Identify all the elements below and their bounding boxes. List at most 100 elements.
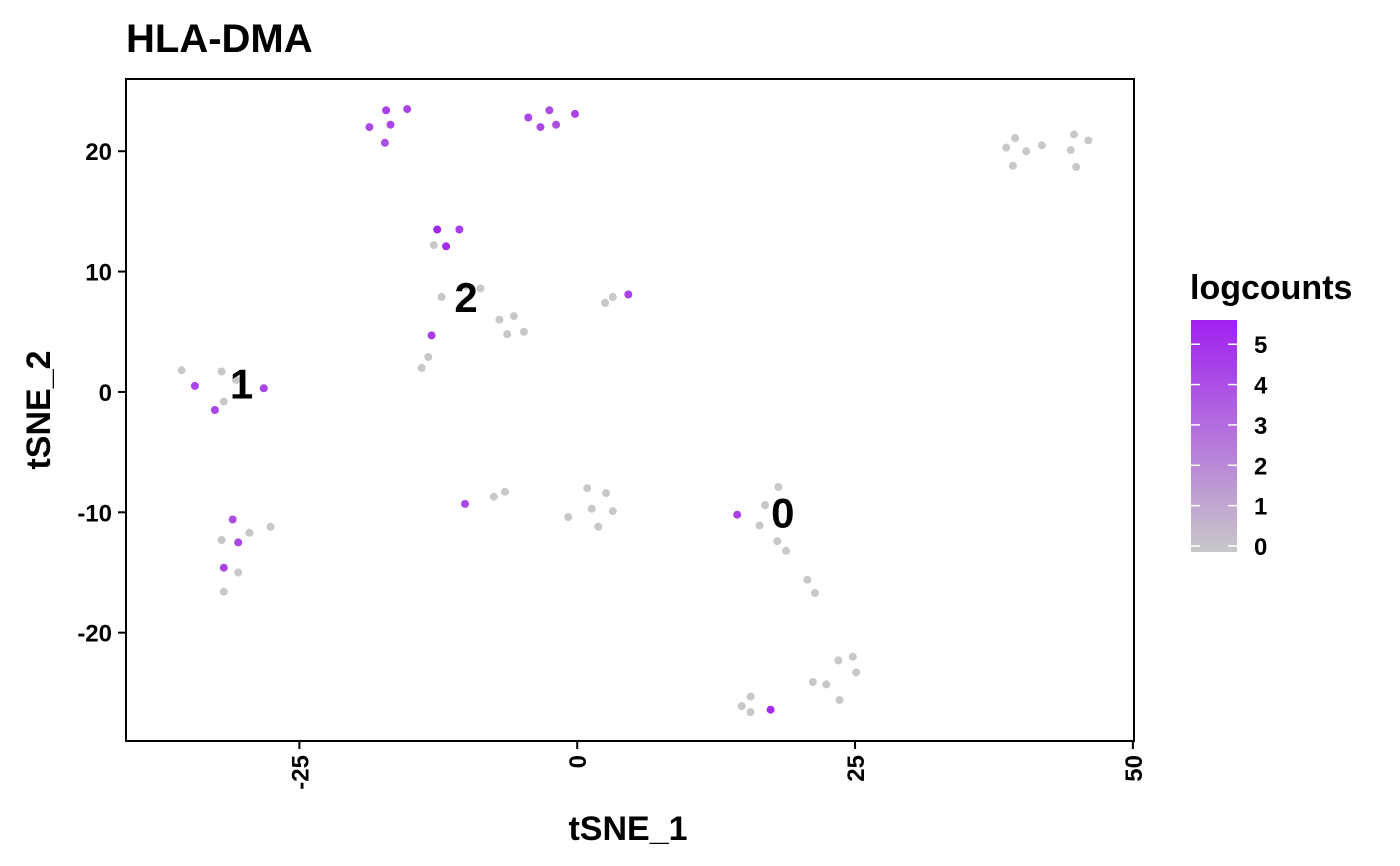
legend-tick-label: 0: [1254, 534, 1267, 561]
cluster-label: 0: [771, 489, 794, 536]
y-axis: -20 -10 0 10 20: [77, 139, 126, 648]
data-point: [501, 487, 509, 496]
data-point: [808, 678, 817, 686]
chart-title: HLA-DMA: [126, 17, 313, 61]
data-point: [1002, 143, 1011, 152]
legend-tick-label: 1: [1254, 494, 1267, 521]
data-point: [509, 312, 518, 321]
data-point: [1070, 130, 1078, 139]
data-point: [429, 241, 438, 250]
data-point: [403, 105, 412, 114]
data-point: [1022, 147, 1031, 156]
data-point: [219, 397, 228, 406]
data-point: [245, 528, 254, 537]
x-axis-title: tSNE_1: [568, 810, 687, 848]
x-tick-label: 25: [843, 755, 870, 782]
data-point: [424, 353, 433, 361]
data-point: [259, 384, 268, 393]
data-point: [217, 367, 226, 376]
data-point: [834, 656, 843, 665]
legend-tick-label: 2: [1254, 453, 1267, 480]
data-point: [232, 375, 240, 384]
data-point: [773, 537, 782, 546]
data-point: [476, 284, 485, 293]
data-point: [624, 290, 633, 299]
data-point: [190, 381, 199, 390]
data-point: [746, 708, 755, 717]
data-point: [811, 589, 819, 597]
data-point: [782, 546, 791, 555]
plot-panel: [125, 78, 1135, 742]
data-point: [495, 315, 504, 324]
data-point: [602, 489, 611, 498]
data-point: [746, 692, 755, 701]
data-point: [365, 123, 374, 132]
data-point: [594, 522, 603, 531]
data-point: [386, 120, 395, 129]
data-point: [583, 484, 592, 493]
data-point: [601, 298, 609, 307]
data-point: [1072, 162, 1081, 171]
data-point: [545, 106, 554, 115]
data-point: [442, 242, 451, 251]
data-point: [427, 331, 436, 340]
points-layer: [177, 105, 1093, 717]
data-point: [755, 521, 764, 530]
data-point: [519, 327, 528, 336]
cluster-label: 1: [230, 361, 253, 408]
data-point: [461, 499, 469, 508]
data-point: [266, 522, 275, 531]
data-point: [761, 501, 769, 510]
data-point: [587, 504, 596, 513]
legend: logcounts 0 1 2 3 4 5: [1190, 269, 1352, 561]
cluster-label: 2: [454, 274, 477, 321]
data-point: [835, 696, 844, 705]
data-point: [455, 225, 464, 234]
legend-ticks: 0 1 2 3 4 5: [1191, 332, 1268, 561]
x-tick-label: -25: [287, 755, 314, 790]
legend-tick-label: 3: [1254, 413, 1267, 440]
data-point: [177, 366, 186, 375]
data-point: [608, 507, 617, 516]
x-tick-label: 0: [565, 755, 592, 768]
data-point: [524, 113, 533, 122]
data-point: [1037, 141, 1046, 150]
data-point: [848, 652, 857, 661]
data-point: [219, 587, 228, 596]
data-point: [380, 138, 389, 147]
y-tick-label: -20: [77, 621, 112, 648]
data-point: [803, 575, 812, 584]
y-axis-title: tSNE_2: [20, 350, 58, 469]
cluster-labels: 0 1 2: [230, 274, 795, 536]
data-point: [234, 538, 243, 547]
data-point: [382, 106, 391, 115]
data-point: [852, 668, 861, 677]
data-point: [1066, 146, 1075, 154]
x-axis: -25 0 25 50: [287, 741, 1148, 790]
data-point: [219, 563, 228, 572]
data-point: [571, 109, 579, 118]
x-tick-label: 50: [1121, 755, 1148, 782]
data-point: [608, 292, 617, 301]
data-point: [774, 483, 783, 491]
legend-tick-label: 4: [1254, 373, 1268, 400]
data-point: [433, 225, 442, 234]
data-point: [766, 705, 775, 714]
data-point: [1008, 161, 1017, 170]
data-point: [462, 282, 471, 290]
y-tick-label: 20: [85, 139, 112, 166]
legend-tick-label: 5: [1254, 332, 1267, 359]
data-point: [1011, 134, 1020, 142]
data-point: [733, 510, 742, 519]
data-point: [217, 536, 226, 544]
y-tick-label: 10: [85, 260, 112, 287]
data-point: [489, 492, 498, 501]
data-point: [822, 680, 831, 689]
data-point: [210, 406, 219, 414]
data-point: [503, 330, 512, 339]
y-tick-label: -10: [77, 500, 112, 527]
y-tick-label: 0: [99, 380, 112, 407]
data-point: [437, 292, 446, 301]
data-point: [564, 513, 573, 522]
